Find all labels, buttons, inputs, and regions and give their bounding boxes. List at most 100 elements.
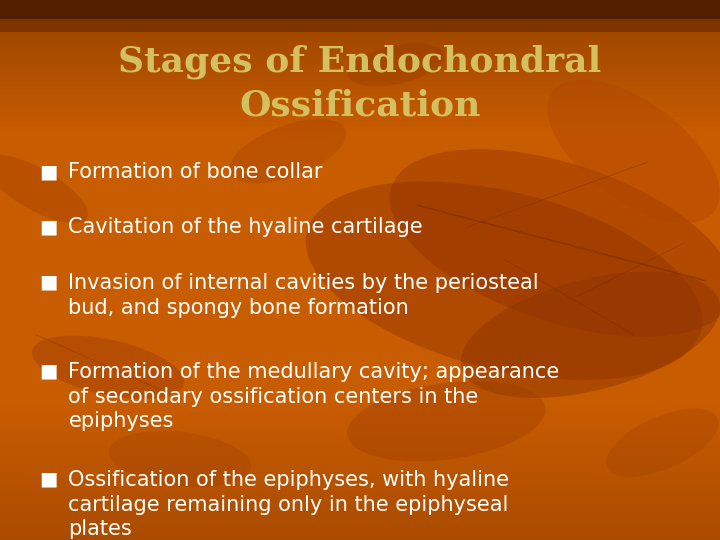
Text: Ossification of the epiphyses, with hyaline
cartilage remaining only in the epip: Ossification of the epiphyses, with hyal… xyxy=(68,470,510,539)
Bar xyxy=(0,449,720,455)
Bar xyxy=(0,0,720,19)
Ellipse shape xyxy=(109,431,251,487)
Bar xyxy=(0,80,720,85)
Bar xyxy=(0,476,720,482)
Text: ■: ■ xyxy=(40,362,58,381)
Bar xyxy=(0,472,720,477)
Text: Formation of bone collar: Formation of bone collar xyxy=(68,162,323,182)
Bar xyxy=(0,296,720,301)
Bar xyxy=(0,85,720,90)
Ellipse shape xyxy=(306,181,702,380)
Bar xyxy=(0,252,720,256)
Bar xyxy=(0,107,720,112)
Bar xyxy=(0,522,720,526)
Bar xyxy=(0,94,720,99)
Bar xyxy=(0,468,720,472)
Bar xyxy=(0,161,720,166)
Bar xyxy=(0,292,720,297)
Bar xyxy=(0,373,720,378)
Bar xyxy=(0,166,720,171)
Bar xyxy=(0,17,720,23)
Text: ■: ■ xyxy=(40,217,58,236)
Text: ■: ■ xyxy=(40,273,58,292)
Bar xyxy=(0,508,720,513)
Bar xyxy=(0,179,720,185)
Bar xyxy=(0,310,720,315)
Bar xyxy=(0,409,720,414)
Bar xyxy=(0,499,720,504)
Bar xyxy=(0,418,720,423)
Bar xyxy=(0,157,720,162)
Bar xyxy=(0,387,720,392)
Bar xyxy=(0,148,720,153)
Bar xyxy=(0,355,720,360)
Bar xyxy=(0,121,720,126)
Ellipse shape xyxy=(390,149,720,337)
Bar xyxy=(0,152,720,158)
Bar xyxy=(0,71,720,77)
Bar xyxy=(0,360,720,365)
Bar xyxy=(0,279,720,284)
Bar xyxy=(0,517,720,522)
Bar xyxy=(0,40,720,45)
Ellipse shape xyxy=(547,79,720,223)
Bar xyxy=(0,184,720,189)
Bar xyxy=(0,283,720,288)
Bar xyxy=(0,490,720,495)
Text: Formation of the medullary cavity; appearance
of secondary ossification centers : Formation of the medullary cavity; appea… xyxy=(68,362,559,431)
Bar xyxy=(0,333,720,338)
Bar xyxy=(0,220,720,225)
Text: Invasion of internal cavities by the periosteal
bud, and spongy bone formation: Invasion of internal cavities by the per… xyxy=(68,273,539,318)
Bar xyxy=(0,368,720,374)
Bar xyxy=(0,287,720,293)
Bar xyxy=(0,382,720,387)
Bar xyxy=(0,139,720,144)
Bar xyxy=(0,445,720,450)
Bar xyxy=(0,427,720,432)
Bar xyxy=(0,242,720,247)
Bar xyxy=(0,103,720,108)
Bar xyxy=(0,193,720,198)
Bar xyxy=(0,481,720,486)
Bar xyxy=(0,198,720,202)
Bar xyxy=(0,454,720,459)
Bar xyxy=(0,503,720,509)
Bar xyxy=(0,364,720,369)
Bar xyxy=(0,485,720,490)
Bar xyxy=(0,530,720,536)
Bar xyxy=(0,4,720,9)
Bar xyxy=(0,44,720,50)
Bar xyxy=(0,441,720,446)
Ellipse shape xyxy=(461,272,720,398)
Bar xyxy=(0,247,720,252)
Bar xyxy=(0,206,720,212)
Bar xyxy=(0,319,720,324)
Bar xyxy=(0,58,720,63)
Bar xyxy=(0,90,720,94)
Bar xyxy=(0,391,720,396)
Bar xyxy=(0,337,720,342)
Bar xyxy=(0,229,720,234)
Bar xyxy=(0,215,720,220)
Bar xyxy=(0,458,720,463)
Bar xyxy=(0,404,720,409)
Bar xyxy=(0,463,720,468)
Bar xyxy=(0,117,720,122)
Bar xyxy=(0,144,720,149)
Bar xyxy=(0,53,720,58)
Bar xyxy=(0,346,720,351)
Bar xyxy=(0,98,720,104)
Bar xyxy=(0,125,720,131)
Bar xyxy=(0,76,720,81)
Bar xyxy=(0,414,720,418)
Bar xyxy=(0,256,720,261)
Text: Stages of Endochondral: Stages of Endochondral xyxy=(118,45,602,79)
Text: Cavitation of the hyaline cartilage: Cavitation of the hyaline cartilage xyxy=(68,217,423,237)
Bar xyxy=(0,265,720,270)
Bar xyxy=(0,26,720,31)
Ellipse shape xyxy=(348,43,444,86)
Bar xyxy=(0,422,720,428)
Bar xyxy=(0,188,720,193)
Bar xyxy=(0,436,720,441)
Bar xyxy=(0,130,720,135)
